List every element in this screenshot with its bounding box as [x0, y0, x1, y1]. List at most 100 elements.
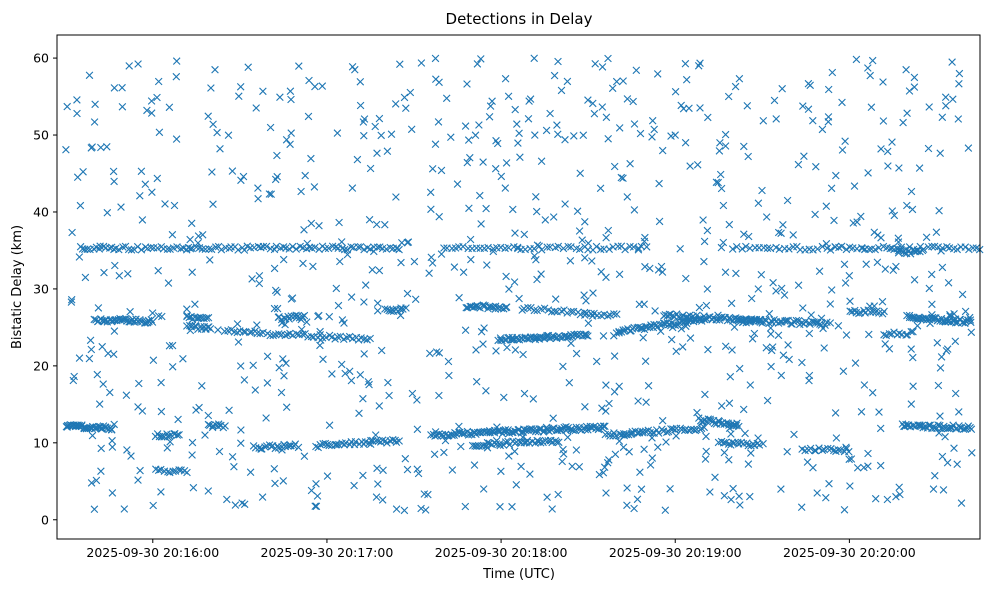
scatter-point	[211, 65, 219, 74]
scatter-point	[316, 327, 324, 336]
scatter-point	[748, 335, 757, 343]
scatter-point	[573, 207, 582, 215]
scatter-point	[149, 356, 158, 364]
scatter-point	[936, 364, 945, 372]
scatter-point	[204, 411, 213, 420]
scatter-point	[477, 327, 486, 336]
scatter-point	[477, 220, 485, 228]
scatter-point	[641, 427, 650, 435]
scatter-point	[559, 362, 567, 371]
scatter-point	[395, 437, 403, 445]
scatter-point	[511, 105, 519, 114]
scatter-point	[466, 235, 475, 244]
scatter-point	[555, 425, 564, 434]
scatter-point	[907, 313, 916, 322]
scatter-point	[537, 246, 546, 254]
x-axis-label: Time (UTC)	[482, 567, 555, 582]
scatter-point	[720, 491, 729, 500]
scatter-point	[414, 469, 423, 478]
scatter-point	[426, 188, 435, 197]
scatter-point	[824, 118, 833, 126]
scatter-point	[356, 243, 365, 251]
scatter-point	[408, 389, 417, 398]
scatter-point	[471, 131, 480, 139]
scatter-point	[598, 404, 606, 412]
scatter-point	[949, 95, 957, 103]
scatter-point	[693, 161, 702, 169]
scatter-point	[284, 312, 292, 321]
scatter-point	[312, 442, 320, 451]
scatter-point	[936, 149, 944, 157]
scatter-point	[364, 378, 373, 386]
scatter-point	[251, 386, 260, 394]
scatter-point	[857, 212, 865, 221]
scatter-point	[602, 113, 611, 122]
scatter-point	[294, 443, 303, 452]
scatter-point	[290, 442, 298, 450]
scatter-point	[967, 425, 976, 433]
scatter-point	[470, 461, 479, 469]
scatter-point	[842, 331, 851, 339]
scatter-point	[877, 145, 885, 153]
scatter-point	[838, 146, 847, 154]
scatter-point	[90, 505, 99, 513]
y-tick-label: 20	[33, 358, 49, 373]
scatter-point	[563, 433, 572, 442]
scatter-point	[656, 327, 665, 335]
scatter-point	[255, 444, 263, 452]
scatter-point	[820, 344, 828, 352]
scatter-point	[377, 131, 385, 140]
scatter-point	[756, 318, 765, 326]
scatter-point	[830, 216, 838, 225]
scatter-point	[966, 316, 975, 324]
scatter-point	[173, 431, 182, 439]
scatter-point	[644, 381, 653, 390]
scatter-point	[502, 272, 510, 281]
scatter-point	[780, 291, 789, 299]
scatter-point	[286, 140, 294, 149]
scatter-point	[721, 342, 730, 351]
scatter-point	[169, 467, 177, 476]
scatter-point	[173, 243, 181, 251]
scatter-point	[153, 174, 162, 183]
scatter-point	[865, 330, 873, 339]
scatter-point	[204, 487, 213, 495]
scatter-point	[894, 238, 903, 246]
scatter-point	[396, 305, 405, 314]
scatter-point	[310, 183, 319, 191]
scatter-point	[413, 425, 422, 434]
scatter-point	[255, 279, 264, 288]
scatter-point	[809, 246, 817, 254]
scatter-point	[97, 467, 105, 475]
scatter-point	[378, 436, 387, 444]
y-tick-label: 60	[33, 51, 49, 66]
scatter-point	[287, 441, 295, 450]
scatter-point	[716, 139, 724, 147]
scatter-point	[108, 436, 116, 445]
scatter-point	[615, 270, 624, 279]
scatter-point	[455, 293, 463, 302]
scatter-point	[895, 164, 903, 172]
scatter-point	[477, 55, 485, 63]
scatter-point	[913, 322, 922, 330]
scatter-point	[135, 379, 143, 388]
scatter-point	[402, 104, 410, 112]
scatter-point	[951, 337, 960, 346]
scatter-point	[943, 345, 952, 353]
scatter-point	[425, 269, 433, 277]
scatter-point	[790, 430, 798, 439]
scatter-point	[546, 109, 554, 118]
scatter-point	[630, 504, 638, 513]
scatter-point	[228, 167, 237, 175]
scatter-point	[332, 284, 341, 293]
scatter-point	[87, 479, 96, 487]
scatter-point	[572, 349, 581, 358]
scatter-point	[366, 245, 374, 253]
scatter-point	[324, 244, 333, 253]
scatter-point	[533, 275, 541, 284]
scatter-point	[790, 317, 798, 326]
scatter-point	[314, 312, 322, 321]
scatter-point	[619, 174, 627, 182]
scatter-point	[939, 486, 948, 494]
scatter-point	[338, 316, 347, 324]
